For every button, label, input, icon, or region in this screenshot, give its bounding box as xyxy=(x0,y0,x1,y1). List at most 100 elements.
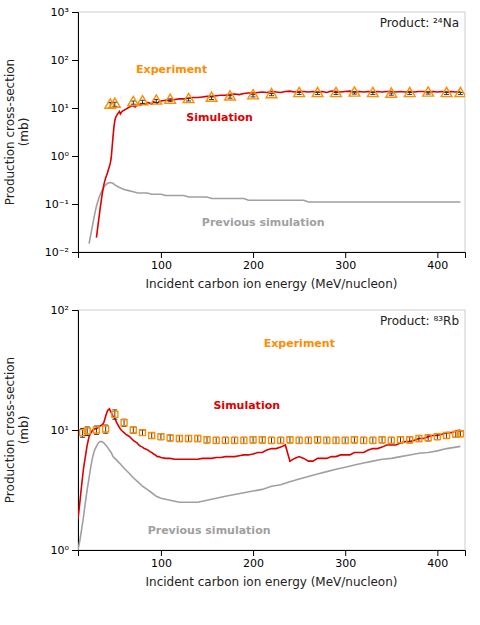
error-bar-cap xyxy=(228,95,233,96)
point xyxy=(151,95,162,104)
error-bar-stem xyxy=(179,435,180,441)
point xyxy=(331,87,342,96)
error-bar-stem xyxy=(317,437,318,443)
plot-area xyxy=(89,87,465,244)
error-bar xyxy=(195,435,200,441)
error-bar-stem xyxy=(207,437,208,443)
error-bar-cap xyxy=(85,435,90,436)
error-bar-stem xyxy=(437,434,438,440)
point xyxy=(186,435,192,441)
point xyxy=(121,420,127,426)
series-label: Experiment xyxy=(136,63,207,76)
error-bar xyxy=(416,435,421,441)
point xyxy=(278,437,284,443)
panel-title: Product: ⁸³Rb xyxy=(380,314,459,328)
error-bar xyxy=(260,437,265,443)
error-bar xyxy=(186,98,191,101)
error-bar xyxy=(315,437,320,443)
point xyxy=(176,435,182,441)
tick: 200 xyxy=(243,550,264,570)
point xyxy=(266,88,277,97)
error-bar xyxy=(435,434,440,440)
error-bar-cap xyxy=(407,92,412,93)
tick: 300 xyxy=(335,550,356,570)
point xyxy=(333,437,339,443)
error-bar-cap xyxy=(228,98,233,99)
tick-label: 10² xyxy=(51,304,69,317)
x-axis: 100200300400 xyxy=(79,252,466,272)
point xyxy=(370,437,376,443)
point xyxy=(434,434,440,440)
error-bar xyxy=(85,427,90,436)
error-bar-cap xyxy=(80,437,85,438)
error-bar xyxy=(269,437,274,443)
error-bar-cap xyxy=(168,98,173,99)
error-bar xyxy=(177,435,182,441)
y-axis-title-line: (mb) xyxy=(17,416,31,445)
series-label: Simulation xyxy=(186,111,253,124)
error-bar-cap xyxy=(94,434,99,435)
error-bar-stem xyxy=(151,433,152,439)
point xyxy=(349,87,360,96)
point xyxy=(103,426,109,432)
point xyxy=(425,435,431,441)
point xyxy=(84,428,90,434)
tick: 400 xyxy=(427,252,448,272)
tick: 10¹ xyxy=(51,424,78,437)
point xyxy=(312,87,323,96)
error-bar xyxy=(205,437,210,443)
error-bar xyxy=(361,437,366,443)
tick: 10⁻² xyxy=(45,246,78,259)
tick-label: 400 xyxy=(427,557,448,570)
error-bar-stem xyxy=(133,427,134,433)
error-bar-stem xyxy=(197,435,198,441)
tick-mark xyxy=(72,108,78,109)
tick-mark xyxy=(253,252,254,258)
point xyxy=(361,437,367,443)
tick-mark xyxy=(253,550,254,556)
tick: 400 xyxy=(427,550,448,570)
error-bar xyxy=(324,437,329,443)
error-bar-stem xyxy=(446,433,447,439)
error-bar xyxy=(334,93,339,95)
error-bar xyxy=(131,101,136,104)
point xyxy=(324,437,330,443)
point xyxy=(315,437,321,443)
error-bar xyxy=(186,435,191,441)
y-axis: 10⁰10¹10² xyxy=(51,304,79,557)
tick-label: 10² xyxy=(51,54,69,67)
error-bar xyxy=(154,100,159,103)
error-bar xyxy=(228,96,233,98)
x-axis: 100200300400 xyxy=(79,550,466,570)
error-bar xyxy=(380,437,385,443)
x-axis-title: Incident carbon ion energy (MeV/nucleon) xyxy=(145,277,397,291)
error-bar xyxy=(287,437,292,443)
series-line xyxy=(96,91,460,237)
point xyxy=(259,437,265,443)
tick-label: 400 xyxy=(427,259,448,272)
error-bar xyxy=(426,435,431,441)
point xyxy=(112,411,118,417)
error-bar xyxy=(444,93,449,95)
error-bar-stem xyxy=(418,435,419,441)
error-bar-cap xyxy=(426,94,431,95)
error-bar xyxy=(168,99,173,102)
point xyxy=(287,437,293,443)
error-bar-cap xyxy=(112,409,117,410)
error-bar-cap xyxy=(112,419,117,420)
tick: 10³ xyxy=(51,6,78,19)
point xyxy=(351,437,357,443)
tick-mark xyxy=(72,430,78,431)
error-bar xyxy=(458,93,463,95)
error-bar xyxy=(131,427,136,433)
error-bar-stem xyxy=(114,102,115,106)
plot-frame xyxy=(78,12,465,252)
tick-mark xyxy=(345,550,346,556)
error-bar-cap xyxy=(85,426,90,427)
tick-mark xyxy=(437,252,438,258)
error-bar xyxy=(103,425,108,433)
tick-mark xyxy=(437,550,438,556)
error-bar xyxy=(458,431,463,437)
tick-mark xyxy=(72,550,78,551)
error-bar-stem xyxy=(160,434,161,440)
